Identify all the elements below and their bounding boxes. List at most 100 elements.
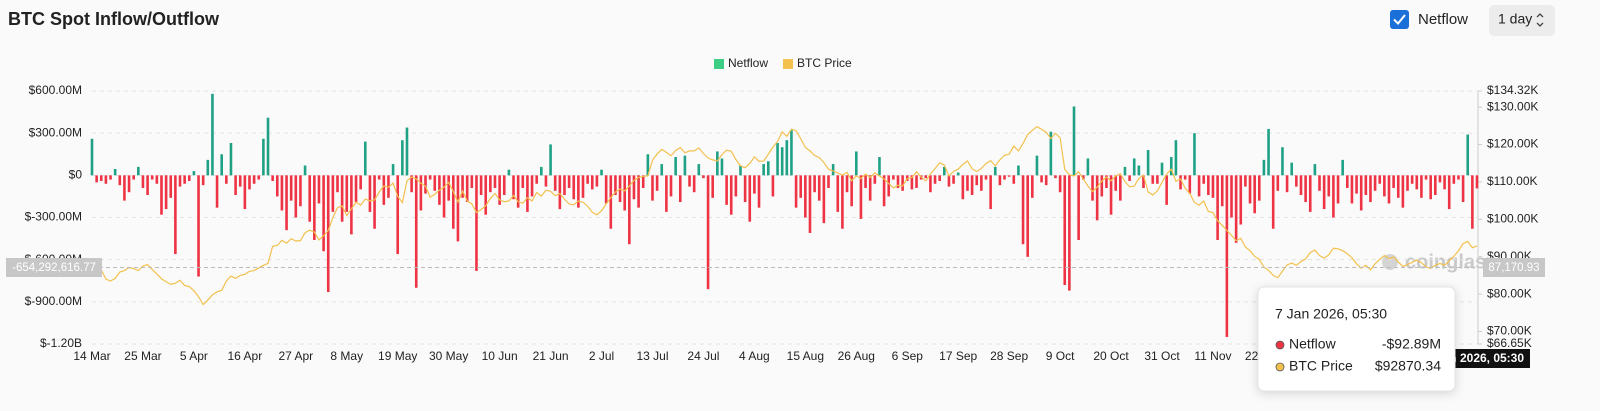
toggle-label[interactable]: Netflow <box>1418 11 1468 28</box>
bar <box>113 169 117 176</box>
bar <box>1457 175 1460 180</box>
bar <box>424 175 427 194</box>
bar <box>1447 175 1451 210</box>
bar <box>428 175 432 180</box>
overlay: -654,292,616.77 87,170.93 7 Jan 2026, 05… <box>6 258 1545 392</box>
y2-tick-label: $110.00K <box>1487 174 1538 188</box>
bar <box>313 175 316 240</box>
bar <box>804 175 807 218</box>
bar <box>1049 131 1053 176</box>
tooltip-title: 7 Jan 2026, 05:30 <box>1275 306 1387 322</box>
y2-tick-label: $70.00K <box>1487 324 1532 338</box>
bar <box>206 159 210 176</box>
y-tick-label: $-900.00M <box>25 294 82 308</box>
bar <box>929 175 932 193</box>
bar <box>326 175 330 292</box>
bar <box>266 117 270 176</box>
bar <box>373 175 376 229</box>
bar <box>1063 175 1067 285</box>
bar <box>396 175 400 255</box>
bar <box>1188 175 1192 194</box>
interval-select[interactable] <box>1489 5 1555 36</box>
bar <box>725 175 728 205</box>
bar <box>146 175 149 196</box>
bar <box>947 175 951 187</box>
bar <box>1035 155 1039 176</box>
bar <box>655 175 659 191</box>
y2-tick-label: $100.00K <box>1487 211 1538 225</box>
bar <box>1322 175 1326 210</box>
interval-label[interactable]: 1 day <box>1498 11 1532 27</box>
bar <box>1086 158 1090 176</box>
bar <box>456 175 460 242</box>
x-tick-label: 26 Aug <box>838 349 875 363</box>
bar <box>961 175 965 200</box>
x-tick-label: 11 Nov <box>1194 349 1231 363</box>
x-tick-label: 13 Jul <box>636 349 668 363</box>
bar <box>711 175 715 198</box>
bar <box>1434 175 1437 196</box>
bar <box>1304 175 1307 203</box>
bar <box>720 158 724 176</box>
bar <box>132 175 135 180</box>
bar <box>1105 175 1108 188</box>
bar <box>873 175 877 184</box>
bar <box>813 175 816 193</box>
bar <box>1406 175 1409 191</box>
bar <box>1160 162 1164 176</box>
bar <box>169 175 173 198</box>
bar <box>1239 175 1243 225</box>
bar <box>1077 175 1080 240</box>
netflow-checkbox[interactable] <box>1390 10 1409 29</box>
bar <box>405 127 409 176</box>
y-tick-label: $-1.20B <box>40 336 82 350</box>
bar <box>220 154 223 176</box>
bar <box>363 141 367 176</box>
bar <box>590 175 594 190</box>
bar <box>808 175 812 233</box>
bar <box>104 175 108 184</box>
x-tick-label: 19 May <box>378 349 417 363</box>
y2-tick-label: $66.65K <box>1487 336 1532 350</box>
price-line <box>91 125 1478 306</box>
bar <box>401 140 404 176</box>
bar <box>322 175 325 252</box>
bar <box>1373 175 1377 191</box>
bar <box>669 175 673 197</box>
bar <box>790 130 793 176</box>
bar <box>1040 175 1043 183</box>
bar <box>609 175 613 229</box>
bar <box>109 175 112 180</box>
x-tick-label: 10 Jun <box>482 349 518 363</box>
bar <box>850 175 853 207</box>
bar <box>90 138 94 176</box>
bar <box>553 175 557 191</box>
bar <box>933 175 937 184</box>
bar <box>1031 175 1034 198</box>
bar <box>271 175 274 181</box>
x-tick-label: 8 May <box>330 349 363 363</box>
bar <box>475 175 478 271</box>
bar <box>563 175 566 196</box>
bar <box>678 175 682 203</box>
tooltip-marker <box>1275 362 1285 372</box>
bar <box>706 175 710 290</box>
bar <box>452 175 455 229</box>
bar <box>739 165 742 176</box>
y-tick-label: $0 <box>69 168 83 182</box>
crosshair-y-box <box>6 258 102 277</box>
bar <box>1461 175 1465 203</box>
tooltip-value: $92870.34 <box>1375 358 1441 374</box>
bar <box>859 175 863 219</box>
bar <box>641 175 645 188</box>
bar <box>410 175 413 193</box>
plot: Netflow BTC Pricecoinglass$600.00M$300.00… <box>25 56 1539 363</box>
bar <box>817 175 821 201</box>
bar <box>1452 175 1456 184</box>
bar <box>660 164 664 176</box>
bar <box>1401 175 1405 208</box>
bar <box>535 175 538 184</box>
bar <box>530 175 534 197</box>
